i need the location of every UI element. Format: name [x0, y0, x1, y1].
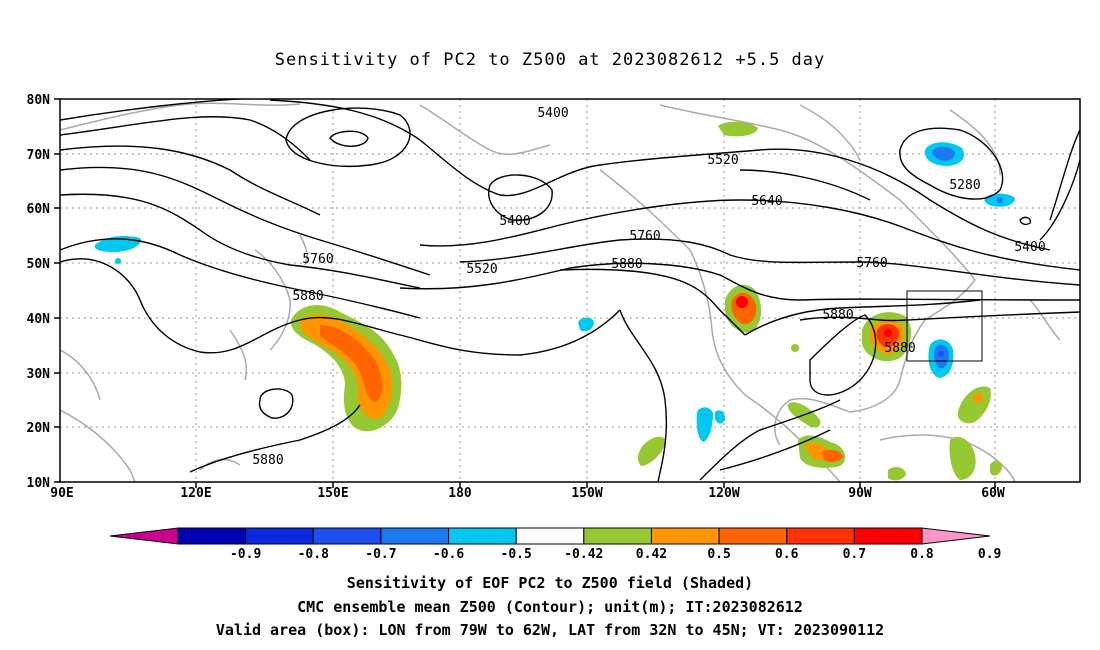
lat-label: 30N	[27, 367, 51, 382]
lon-label: 90E	[50, 486, 73, 501]
colorbar-swatch	[312, 527, 382, 545]
coastlines	[60, 102, 1061, 482]
colorbar-tick-label: -0.8	[298, 547, 329, 562]
lon-ticks	[195, 482, 996, 488]
latitude-labels: 80N 70N 60N 50N 40N 30N 20N 10N	[27, 93, 51, 491]
contour-label: 5520	[466, 262, 497, 277]
contour-label: 5400	[537, 106, 568, 121]
lon-label: 150E	[317, 486, 348, 501]
footer-line-3: Valid area (box): LON from 79W to 62W, L…	[215, 621, 885, 639]
grid-lines	[60, 99, 1080, 482]
lat-ticks	[54, 98, 60, 483]
footer-line-2: CMC ensemble mean Z500 (Contour); unit(m…	[297, 598, 803, 616]
colorbar-tick-label: -0.7	[365, 547, 396, 562]
lon-label: 90W	[848, 486, 872, 501]
colorbar-swatch	[515, 527, 585, 545]
plot-frame	[59, 98, 1081, 483]
valid-area-box	[906, 290, 983, 362]
contour-label: 5400	[1014, 240, 1045, 255]
lon-label: 120W	[708, 486, 739, 501]
colorbar-tick-label: 0.5	[707, 547, 730, 562]
contour-label: 5760	[856, 256, 887, 271]
colorbar-tick-label: -0.5	[501, 547, 532, 562]
lat-label: 80N	[27, 93, 51, 108]
lat-label: 40N	[27, 312, 51, 327]
contour-labels: 5400 5520 5280 5640 5400 5400 5760 5880 …	[252, 106, 1045, 468]
colorbar: -0.9 -0.8 -0.7 -0.6 -0.5 -0.42 0.42 0.5 0.6 0.7 0.…	[109, 527, 1001, 562]
lat-label: 50N	[27, 257, 51, 272]
colorbar-tick-label: 0.6	[775, 547, 799, 562]
contour-label: 5760	[302, 252, 333, 267]
colorbar-swatch	[583, 527, 652, 545]
contour-label: 5400	[499, 214, 530, 229]
longitude-labels: 90E 120E 150E 180 150W 120W 90W 60W	[50, 486, 1005, 501]
contour-label: 5880	[822, 308, 853, 323]
contour-label: 5880	[611, 257, 642, 272]
colorbar-tick-label: -0.9	[230, 547, 261, 562]
colorbar-swatch	[650, 527, 720, 545]
contour-label: 5520	[707, 153, 738, 168]
contour-label: 5880	[292, 289, 323, 304]
sensitivity-shading	[94, 121, 1015, 481]
footer-line-1: Sensitivity of EOF PC2 to Z500 field (Sh…	[346, 574, 754, 592]
lat-label: 70N	[27, 148, 51, 163]
lon-label: 60W	[981, 486, 1005, 501]
colorbar-tick-label: -0.42	[564, 547, 603, 562]
lat-label: 60N	[27, 202, 51, 217]
z500-contours	[60, 99, 1080, 482]
colorbar-swatch	[786, 527, 855, 545]
colorbar-swatch	[718, 527, 788, 545]
contour-label: 5880	[252, 453, 283, 468]
colorbar-swatch	[380, 527, 450, 545]
contour-label: 5280	[949, 178, 980, 193]
colorbar-tick-label: 0.7	[843, 547, 866, 562]
colorbar-extend-low	[109, 527, 179, 545]
colorbar-tick-label: -0.6	[433, 547, 464, 562]
contour-label: 5640	[751, 194, 782, 209]
lon-label: 120E	[180, 486, 211, 501]
lat-label: 20N	[27, 421, 51, 436]
lon-label: 180	[448, 486, 472, 501]
colorbar-extend-high	[921, 527, 991, 545]
lat-label: 10N	[27, 476, 51, 491]
colorbar-swatch	[245, 527, 314, 545]
colorbar-tick-label: 0.8	[910, 547, 934, 562]
colorbar-swatch	[448, 527, 517, 545]
contour-label: 5760	[629, 229, 660, 244]
map-title: Sensitivity of PC2 to Z500 at 2023082612…	[274, 50, 826, 70]
colorbar-swatch	[853, 527, 923, 545]
contour-label: 5880	[884, 341, 915, 356]
colorbar-tick-label: 0.42	[636, 547, 667, 562]
colorbar-swatch	[177, 527, 247, 545]
colorbar-tick-label: 0.9	[978, 547, 1001, 562]
lon-label: 150W	[571, 486, 602, 501]
